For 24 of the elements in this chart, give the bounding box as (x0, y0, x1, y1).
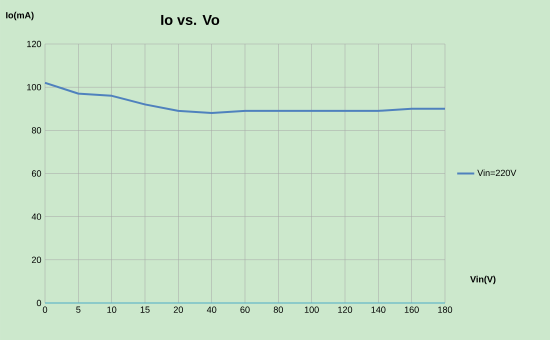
x-tick-label: 20 (174, 306, 183, 313)
y-tick-label: 0 (36, 300, 42, 306)
x-tick-label: 140 (372, 306, 386, 313)
chart-title: Io vs. Vo (161, 14, 220, 26)
x-tick-label: 0 (42, 306, 48, 313)
y-tick-label: 120 (27, 40, 42, 48)
x-tick-label: 100 (304, 306, 319, 313)
y-tick-label: 100 (27, 84, 42, 90)
x-tick-label: 5 (76, 306, 80, 313)
legend-label: Vin=220V (477, 169, 516, 176)
y-tick-label: 60 (32, 170, 42, 177)
x-tick-label: 180 (438, 306, 452, 313)
x-tick-label: 10 (107, 306, 116, 313)
x-tick-label: 15 (140, 306, 150, 313)
x-tick-label: 40 (206, 306, 216, 313)
x-tick-label: 60 (240, 306, 250, 313)
x-tick-label: 120 (338, 306, 352, 313)
x-tick-label: 80 (274, 306, 283, 313)
y-tick-label: 80 (32, 127, 42, 134)
y-tick-label: 40 (32, 213, 42, 220)
y-axis-title: Io(mA) (6, 12, 34, 20)
x-axis-title: Vin(V) (470, 276, 496, 284)
x-tick-label: 160 (404, 306, 419, 313)
y-tick-label: 20 (32, 256, 42, 264)
